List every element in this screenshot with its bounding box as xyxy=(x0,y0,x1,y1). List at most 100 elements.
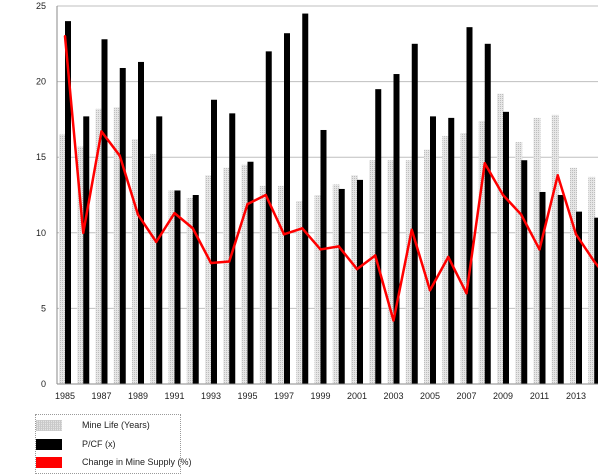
pcf-bar-2012 xyxy=(557,195,564,384)
pcf-bar-1993 xyxy=(211,99,217,384)
mine-life-bar-1995 xyxy=(241,164,249,384)
change-point-1989 xyxy=(136,213,140,216)
x-axis-tick-labels: 1985 1987 1989 1991 1993 1995 1997 1999 2001 2003… xyxy=(55,391,586,401)
change-point-1988 xyxy=(118,154,121,157)
pcf-bar-2002 xyxy=(375,89,382,384)
change-point-2014 xyxy=(593,260,596,263)
pcf-bar-1996 xyxy=(265,51,272,385)
pcf-bar-1997 xyxy=(284,33,290,384)
x-tick-label-2007: 2007 xyxy=(456,391,476,401)
change-point-2009 xyxy=(501,193,505,197)
change-point-1986 xyxy=(82,231,85,234)
change-point-2008 xyxy=(483,162,486,165)
mine-life-bar-1988 xyxy=(113,107,121,384)
mine-life-bar-1989 xyxy=(132,139,139,384)
legend-label-mine-life: Mine Life (Years) xyxy=(82,420,150,430)
x-tick-label-1987: 1987 xyxy=(91,391,111,401)
change-point-1995 xyxy=(246,202,249,206)
change-point-2002 xyxy=(374,254,377,257)
pcf-bar-2007 xyxy=(466,27,473,384)
mine-life-bar-2007 xyxy=(460,133,468,384)
legend-label-change-in-mine-supply: Change in Mine Supply (%) xyxy=(82,457,192,467)
mine-life-bar-1997 xyxy=(278,185,285,384)
change-point-1993 xyxy=(209,261,213,265)
mine-life-bar-1998 xyxy=(296,201,304,384)
y-tick-label-5: 5 xyxy=(41,303,46,313)
mine-life-bar-2003 xyxy=(387,160,395,384)
mine-life-bar-2012 xyxy=(551,114,559,384)
change-point-2012 xyxy=(556,174,559,177)
change-point-2003 xyxy=(392,319,395,322)
x-tick-label-1989: 1989 xyxy=(128,391,148,401)
y-tick-label-25: 25 xyxy=(36,1,46,11)
pcf-bar-1990 xyxy=(156,116,163,384)
pcf-bar-2009 xyxy=(503,111,509,384)
x-tick-label-2013: 2013 xyxy=(566,391,586,401)
mine-life-bars xyxy=(59,93,596,385)
legend-swatch-mine-life xyxy=(36,419,62,431)
y-tick-label-20: 20 xyxy=(36,77,46,87)
change-point-1987 xyxy=(100,130,103,133)
x-tick-label-1985: 1985 xyxy=(55,391,75,401)
change-point-1991 xyxy=(173,211,176,215)
change-point-1997 xyxy=(282,233,286,236)
x-tick-label-2009: 2009 xyxy=(493,391,513,401)
mine-life-bar-1994 xyxy=(223,167,231,384)
mine-life-bar-1987 xyxy=(95,108,103,384)
pcf-bar-2001 xyxy=(357,179,363,384)
pcf-bar-2010 xyxy=(521,160,528,384)
legend-swatch-change-in-mine-supply xyxy=(36,456,62,468)
change-point-2005 xyxy=(428,289,432,292)
y-tick-label-10: 10 xyxy=(36,228,46,238)
axes xyxy=(56,6,598,385)
pcf-bar-2014 xyxy=(594,217,598,384)
mine-life-bar-2008 xyxy=(478,120,486,385)
mine-life-bar-1986 xyxy=(77,146,85,384)
change-point-2006 xyxy=(447,255,450,259)
mine-life-bar-1999 xyxy=(314,195,322,384)
pcf-bar-2011 xyxy=(539,191,546,384)
pcf-bar-1989 xyxy=(138,61,144,384)
mine-life-bar-2002 xyxy=(369,160,377,384)
legend-item-change-in-mine-supply: Change in Mine Supply (%) xyxy=(36,455,192,469)
change-point-1996 xyxy=(264,193,267,197)
pcf-bar-1986 xyxy=(83,116,90,384)
mine-life-bar-1996 xyxy=(259,185,267,384)
mine-life-bar-2004 xyxy=(405,160,413,384)
x-tick-label-2011: 2011 xyxy=(530,391,549,401)
change-in-mine-supply-line xyxy=(63,35,598,322)
mine-life-bar-2005 xyxy=(424,149,431,384)
pcf-bar-1992 xyxy=(192,195,199,384)
pcf-bar-1998 xyxy=(302,13,309,385)
pcf-bar-1985 xyxy=(65,21,71,385)
mine-life-bar-2011 xyxy=(533,117,541,384)
legend-item-pcf: P/CF (x) xyxy=(36,437,116,451)
change-point-2007 xyxy=(465,292,468,295)
mine-life-bar-1990 xyxy=(150,154,158,384)
mine-life-bar-2010 xyxy=(515,142,523,384)
legend-swatch-pcf xyxy=(36,438,62,450)
pcf-bar-2000 xyxy=(338,188,345,384)
x-tick-label-1997: 1997 xyxy=(274,391,294,401)
pcf-bar-2008 xyxy=(484,43,491,385)
change-point-2010 xyxy=(520,213,523,216)
change-point-2000 xyxy=(337,245,340,248)
x-tick-label-1991: 1991 xyxy=(164,391,184,401)
change-point-1985 xyxy=(63,35,67,38)
mine-life-bar-1993 xyxy=(205,175,212,384)
mine-life-bar-2000 xyxy=(332,184,340,384)
pcf-bar-2005 xyxy=(430,116,436,384)
legend-item-mine-life: Mine Life (Years) xyxy=(36,418,150,432)
legend: Mine Life (Years) P/CF (x) Change in Min… xyxy=(35,414,192,474)
mine-life-bar-1985 xyxy=(59,134,66,384)
pcf-bar-2013 xyxy=(576,211,582,384)
pcf-bar-2004 xyxy=(411,43,418,385)
change-point-1992 xyxy=(191,227,194,230)
y-tick-label-0: 0 xyxy=(41,379,46,389)
change-point-2013 xyxy=(574,233,578,236)
mine-life-bar-2013 xyxy=(570,167,577,384)
mine-life-bar-1991 xyxy=(168,190,176,384)
mine-life-bar-2009 xyxy=(497,93,504,385)
x-tick-label-2001: 2001 xyxy=(347,391,367,401)
